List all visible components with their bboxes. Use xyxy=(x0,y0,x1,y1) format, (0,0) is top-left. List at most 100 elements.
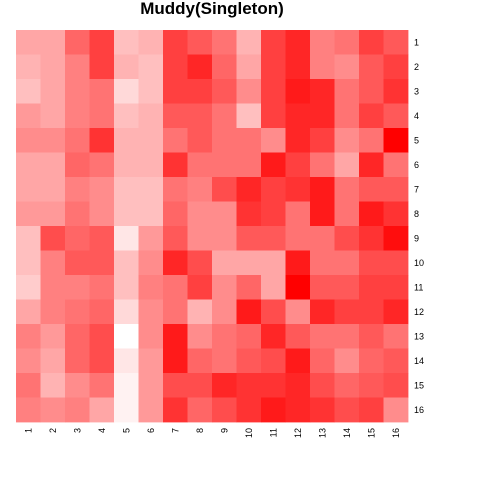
heatmap-cell xyxy=(187,275,213,300)
heatmap-cells xyxy=(16,30,409,423)
heatmap-cell xyxy=(359,79,384,104)
heatmap-cell xyxy=(187,54,213,80)
heatmap-cell xyxy=(114,177,139,202)
heatmap-cell xyxy=(16,30,41,55)
heatmap-cell xyxy=(236,54,262,80)
heatmap-cell xyxy=(187,226,213,251)
heatmap-cell xyxy=(65,397,90,423)
heatmap-cell xyxy=(383,103,409,129)
heatmap-cell xyxy=(359,152,384,178)
row-tick-label: 10 xyxy=(414,258,424,268)
row-tick-label: 3 xyxy=(414,86,419,96)
heatmap-cell xyxy=(138,226,164,251)
heatmap-cell xyxy=(114,275,139,300)
heatmap-cell xyxy=(383,275,409,300)
heatmap-cell xyxy=(163,348,188,374)
heatmap-cell xyxy=(89,201,115,227)
heatmap-cell xyxy=(212,275,237,300)
heatmap-cell xyxy=(383,250,409,276)
heatmap-cell xyxy=(40,348,66,374)
heatmap-cell xyxy=(187,250,213,276)
heatmap-cell xyxy=(138,177,164,202)
heatmap-cell xyxy=(40,128,66,153)
heatmap-cell xyxy=(359,128,384,153)
heatmap-cell xyxy=(334,152,360,178)
heatmap-cell xyxy=(16,250,41,276)
heatmap-cell xyxy=(163,103,188,129)
heatmap-cell xyxy=(383,79,409,104)
heatmap-cell xyxy=(334,30,360,55)
heatmap-cell xyxy=(114,30,139,55)
heatmap-cell xyxy=(285,226,311,251)
heatmap-cell xyxy=(359,397,384,423)
heatmap-cell xyxy=(163,177,188,202)
row-tick-label: 12 xyxy=(414,307,424,317)
heatmap-cell xyxy=(261,275,286,300)
heatmap-cell xyxy=(163,299,188,325)
heatmap-cell xyxy=(138,30,164,55)
heatmap-cell xyxy=(334,275,360,300)
heatmap-cell xyxy=(310,30,335,55)
heatmap-cell xyxy=(40,324,66,349)
column-tick-label: 4 xyxy=(97,428,107,433)
heatmap-cell xyxy=(334,54,360,80)
heatmap-cell xyxy=(114,152,139,178)
heatmap-cell xyxy=(212,79,237,104)
heatmap-cell xyxy=(383,226,409,251)
heatmap-cell xyxy=(285,348,311,374)
heatmap-cell xyxy=(89,226,115,251)
heatmap-cell xyxy=(236,299,262,325)
row-tick-label: 6 xyxy=(414,160,419,170)
heatmap-cell xyxy=(65,177,90,202)
heatmap-cell xyxy=(163,397,188,423)
heatmap-cell xyxy=(236,324,262,349)
heatmap-cell xyxy=(383,299,409,325)
heatmap-cell xyxy=(359,226,384,251)
heatmap-cell xyxy=(261,79,286,104)
heatmap-cell xyxy=(310,373,335,398)
heatmap-cell xyxy=(359,103,384,129)
heatmap-cell xyxy=(89,397,115,423)
column-tick-label: 2 xyxy=(48,428,58,433)
heatmap-cell xyxy=(114,54,139,80)
heatmap-cell xyxy=(89,299,115,325)
column-tick-label: 8 xyxy=(195,428,205,433)
heatmap-cell xyxy=(114,103,139,129)
heatmap-cell xyxy=(187,397,213,423)
heatmap-cell xyxy=(163,324,188,349)
heatmap-cell xyxy=(383,54,409,80)
heatmap-cell xyxy=(65,373,90,398)
heatmap-cell xyxy=(261,103,286,129)
heatmap-cell xyxy=(187,152,213,178)
heatmap-cell xyxy=(359,30,384,55)
heatmap-cell xyxy=(334,397,360,423)
heatmap-cell xyxy=(89,30,115,55)
heatmap-cell xyxy=(359,250,384,276)
heatmap-cell xyxy=(65,152,90,178)
heatmap-cell xyxy=(40,103,66,129)
heatmap-cell xyxy=(310,103,335,129)
heatmap-cell xyxy=(334,226,360,251)
heatmap-cell xyxy=(16,348,41,374)
heatmap-cell xyxy=(383,152,409,178)
heatmap-cell xyxy=(16,226,41,251)
heatmap-cell xyxy=(89,54,115,80)
heatmap-cell xyxy=(310,324,335,349)
heatmap-cell xyxy=(89,250,115,276)
heatmap-cell xyxy=(310,250,335,276)
heatmap-cell xyxy=(285,54,311,80)
heatmap-cell xyxy=(138,250,164,276)
heatmap-cell xyxy=(334,324,360,349)
heatmap-cell xyxy=(310,275,335,300)
heatmap-cell xyxy=(236,128,262,153)
heatmap-cell xyxy=(212,226,237,251)
heatmap-cell xyxy=(138,348,164,374)
heatmap-cell xyxy=(16,54,41,80)
heatmap-cell xyxy=(40,79,66,104)
heatmap-cell xyxy=(383,373,409,398)
heatmap-cell xyxy=(163,79,188,104)
heatmap-cell xyxy=(65,324,90,349)
heatmap-cell xyxy=(285,275,311,300)
heatmap-cell xyxy=(40,275,66,300)
row-tick-label: 11 xyxy=(414,282,423,292)
